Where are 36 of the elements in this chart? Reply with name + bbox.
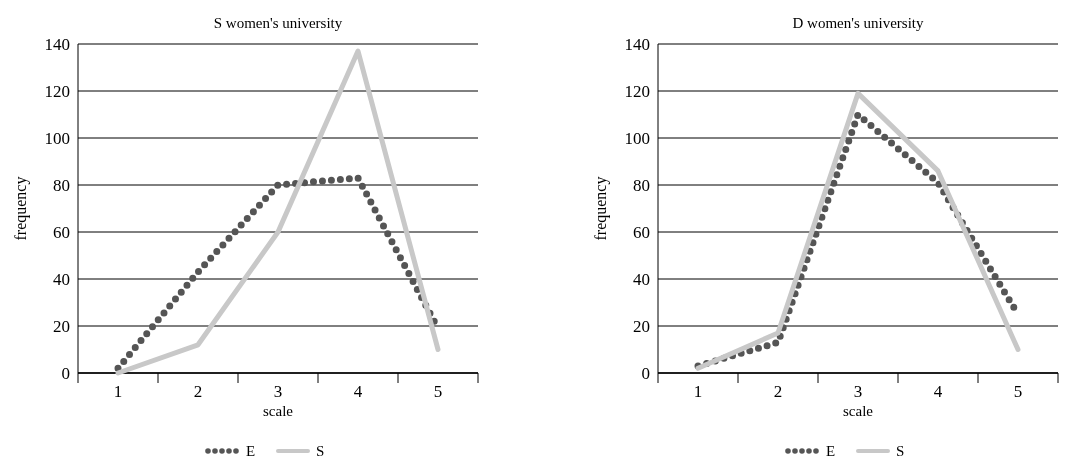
x-tick-label: 5 bbox=[433, 382, 443, 401]
y-axis-title: frequency bbox=[592, 176, 610, 241]
y-tick-label: 120 bbox=[624, 82, 650, 101]
y-tick-label: 60 bbox=[633, 223, 650, 242]
y-tick-label: 0 bbox=[641, 364, 650, 383]
y-tick-label: 40 bbox=[633, 270, 650, 289]
x-axis-title: scale bbox=[263, 403, 294, 419]
chart-title: D women's university bbox=[792, 15, 925, 31]
x-tick-label: 2 bbox=[193, 382, 203, 401]
y-tick-label: 140 bbox=[624, 35, 650, 54]
y-tick-label: 20 bbox=[53, 317, 70, 336]
y-tick-label: 140 bbox=[44, 35, 70, 54]
y-tick-label: 20 bbox=[633, 317, 650, 336]
y-tick-label: 100 bbox=[624, 129, 650, 148]
legend-label: S bbox=[896, 443, 905, 459]
x-tick-label: 3 bbox=[853, 382, 863, 401]
x-tick-label: 4 bbox=[933, 382, 943, 401]
legend-label: S bbox=[316, 443, 325, 459]
y-tick-label: 0 bbox=[61, 364, 70, 383]
y-tick-label: 40 bbox=[53, 270, 70, 289]
y-tick-label: 100 bbox=[44, 129, 70, 148]
x-tick-label: 1 bbox=[113, 382, 123, 401]
legend-label: E bbox=[246, 443, 256, 459]
x-axis-title: scale bbox=[843, 403, 874, 419]
x-tick-label: 5 bbox=[1013, 382, 1023, 401]
legend-label: E bbox=[826, 443, 836, 459]
x-tick-label: 4 bbox=[353, 382, 363, 401]
y-axis-title: frequency bbox=[12, 176, 30, 241]
y-tick-label: 80 bbox=[633, 176, 650, 195]
chart-title: S women's university bbox=[213, 15, 343, 31]
x-tick-label: 1 bbox=[693, 382, 703, 401]
y-tick-label: 80 bbox=[53, 176, 70, 195]
y-tick-label: 60 bbox=[53, 223, 70, 242]
x-tick-label: 3 bbox=[273, 382, 283, 401]
y-tick-label: 120 bbox=[44, 82, 70, 101]
x-tick-label: 2 bbox=[773, 382, 783, 401]
